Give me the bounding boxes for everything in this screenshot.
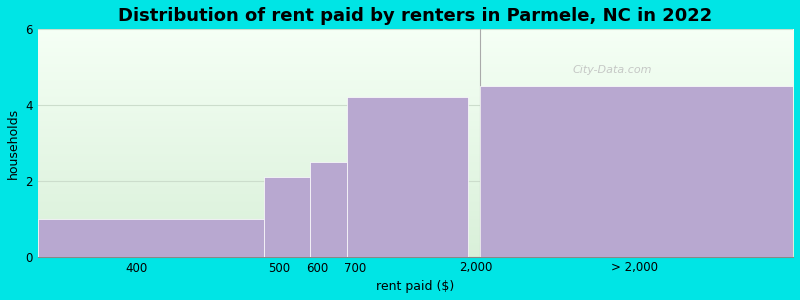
Y-axis label: households: households	[7, 107, 20, 178]
X-axis label: rent paid ($): rent paid ($)	[376, 280, 454, 293]
Text: City-Data.com: City-Data.com	[572, 65, 651, 75]
Bar	[480, 86, 793, 256]
Bar	[265, 177, 310, 256]
Bar	[347, 98, 468, 256]
Bar	[38, 219, 265, 256]
Title: Distribution of rent paid by renters in Parmele, NC in 2022: Distribution of rent paid by renters in …	[118, 7, 713, 25]
Bar	[310, 162, 347, 256]
